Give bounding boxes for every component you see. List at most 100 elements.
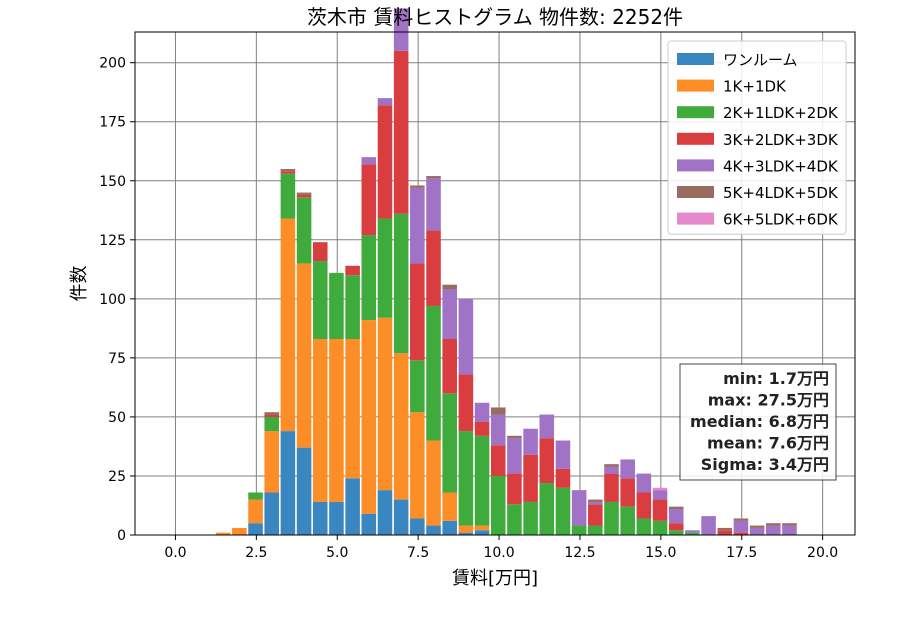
legend-swatch <box>677 159 714 172</box>
y-tick-label: 100 <box>99 292 126 308</box>
bar-series-4 <box>507 438 522 474</box>
bar-series-5 <box>766 523 781 526</box>
bar-series-4 <box>490 414 506 446</box>
y-tick-label: 175 <box>99 115 126 131</box>
bar-series-1 <box>232 527 247 535</box>
stats-box: min: 1.7万円 max: 27.5万円 median: 6.8万円 mean: … <box>679 363 837 481</box>
bar-series-3 <box>539 438 555 484</box>
bar-series-2 <box>668 530 684 535</box>
bar-series-3 <box>474 421 490 436</box>
legend-swatch <box>677 186 714 198</box>
bar-series-5 <box>507 435 522 439</box>
bar-series-4 <box>701 516 716 535</box>
bar-series-5 <box>749 525 765 528</box>
bar-series-1 <box>377 317 393 491</box>
bar-series-4 <box>393 8 409 51</box>
bar-series-0 <box>410 518 425 535</box>
bar-series-1 <box>426 440 441 526</box>
bar-series-0 <box>248 523 263 535</box>
bar-series-2 <box>636 518 652 535</box>
bar-series-2 <box>652 520 668 535</box>
bar-series-3 <box>604 473 619 502</box>
bar-series-2 <box>361 235 377 321</box>
bar-series-4 <box>555 440 571 469</box>
bar-series-2 <box>620 506 635 535</box>
y-axis-label: 件数 <box>69 266 90 302</box>
x-tick-label: 15.0 <box>645 545 676 561</box>
bar-series-1 <box>264 431 279 493</box>
legend-label: 3K+2LDK+3DK <box>723 131 839 149</box>
bar-series-3 <box>733 532 749 535</box>
bar-series-3 <box>717 530 733 535</box>
y-tick-label: 125 <box>99 233 126 249</box>
bar-series-0 <box>377 490 393 535</box>
bar-series-5 <box>733 518 749 521</box>
legend-swatch <box>677 79 714 92</box>
legend-swatch <box>677 132 714 145</box>
bar-series-3 <box>555 468 571 488</box>
bar-series-5 <box>410 185 425 188</box>
bar-series-2 <box>571 525 587 535</box>
bar-series-6 <box>652 487 668 491</box>
bar-series-0 <box>474 530 490 535</box>
x-tick-label: 20.0 <box>807 545 838 561</box>
legend-label: 1K+1DK <box>723 78 787 96</box>
stats-line: min: 1.7万円 <box>723 369 829 388</box>
ticks: 0.0 2.5 5.0 7.5 10.0 12.5 15.0 17.5 20.0 0 25 50 75 1… <box>99 56 838 561</box>
bar-series-0 <box>329 501 344 535</box>
bar-series-1 <box>442 492 457 521</box>
bar-series-3 <box>588 504 603 526</box>
bar-series-4 <box>571 490 587 526</box>
bar-series-3 <box>620 478 635 507</box>
bar-series-2 <box>426 305 441 441</box>
y-tick-label: 0 <box>117 528 126 544</box>
y-tick-label: 150 <box>99 174 126 190</box>
bar-series-2 <box>393 213 409 354</box>
bar-series-0 <box>280 431 296 535</box>
bar-series-2 <box>604 501 619 535</box>
bar-series-4 <box>361 157 377 165</box>
bar-series-4 <box>410 187 425 264</box>
bar-series-4 <box>458 298 474 375</box>
bar-series-2 <box>296 197 312 264</box>
bar-series-4 <box>523 428 538 455</box>
legend-label: 5K+4LDK+5DK <box>723 184 839 202</box>
stats-line: median: 6.8万円 <box>690 412 829 431</box>
bar-series-5 <box>296 192 312 195</box>
bar-series-3 <box>410 263 425 361</box>
bar-series-4 <box>766 525 781 535</box>
bar-series-4 <box>749 527 765 535</box>
bar-series-4 <box>539 414 555 439</box>
bar-series-0 <box>458 532 474 535</box>
bar-series-3 <box>636 492 652 519</box>
bar-series-0 <box>442 520 457 535</box>
bar-series-0 <box>345 478 360 535</box>
bar-series-2 <box>248 492 263 500</box>
bar-series-2 <box>280 173 296 219</box>
bar-series-0 <box>296 447 312 535</box>
stats-box-frame <box>679 363 837 481</box>
x-axis-label: 賃料[万円] <box>452 568 538 589</box>
bar-series-3 <box>345 265 360 276</box>
y-tick-label: 25 <box>108 469 126 485</box>
bar-series-4 <box>636 473 652 493</box>
bar-series-3 <box>296 194 312 198</box>
bar-series-5 <box>280 168 296 172</box>
bar-series-5 <box>426 176 441 179</box>
bar-series-3 <box>264 414 279 417</box>
bar-series-2 <box>377 218 393 318</box>
bar-series-3 <box>507 473 522 505</box>
bar-series-4 <box>620 459 635 479</box>
bar-series-2 <box>329 272 344 339</box>
bar-series-0 <box>264 492 279 535</box>
bar-series-1 <box>393 353 409 500</box>
bar-series-5 <box>490 407 506 415</box>
bar-series-3 <box>442 338 457 394</box>
bar-series-5 <box>264 412 279 415</box>
bar-series-4 <box>442 289 457 339</box>
bar-series-5 <box>442 284 457 290</box>
bar-series-3 <box>652 499 668 521</box>
bar-series-1 <box>361 320 377 514</box>
bar-series-1 <box>410 412 425 519</box>
